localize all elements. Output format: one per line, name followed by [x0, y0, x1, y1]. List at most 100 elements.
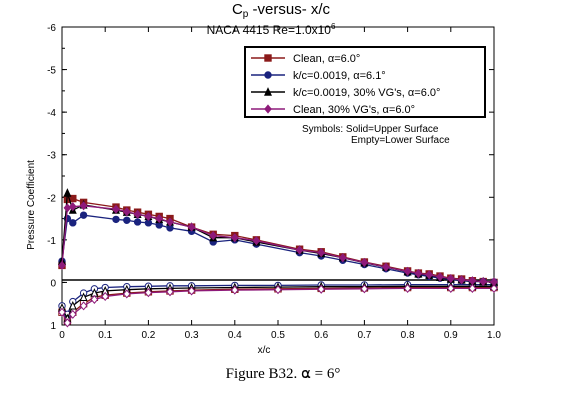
data-point-upper [403, 266, 412, 276]
x-axis-label: x/c [258, 345, 271, 356]
series-line-upper [61, 205, 495, 283]
x-tick-label: 0.5 [271, 330, 285, 341]
data-point-upper [230, 233, 239, 243]
x-tick-label: 0.6 [314, 330, 328, 341]
data-point-lower [79, 301, 88, 311]
chart-title-main: C [232, 1, 243, 18]
figure-caption: Figure B32. ⍺ = 6° [225, 366, 341, 382]
cp-chart: Cp -versus- x/c NACA 4415 Re=1.0x106 0 0.… [26, 1, 501, 356]
y-tick-label: 0 [50, 278, 56, 289]
data-point-upper [63, 203, 72, 213]
data-point-upper [123, 216, 131, 224]
legend-box [244, 46, 486, 118]
data-point-upper [360, 257, 369, 267]
data-point-lower [63, 318, 72, 328]
y-tick-label: -2 [47, 193, 56, 204]
data-point-upper [425, 270, 434, 280]
legend-label: k/c=0.0019, 30% VG's, α=6.0° [293, 87, 440, 99]
symbols-note-line1: Symbols: Solid=Upper Surface [302, 124, 439, 135]
series-3 [58, 201, 498, 328]
y-tick-label: -3 [47, 151, 56, 162]
data-point-upper [209, 231, 218, 241]
data-point-upper [252, 236, 261, 246]
legend-marker [264, 104, 272, 114]
y-tick-label: -5 [47, 66, 56, 77]
data-point-lower [90, 294, 99, 305]
data-point-lower [403, 283, 412, 293]
data-point-upper [338, 253, 347, 263]
data-point-upper [133, 218, 142, 226]
data-point-upper [155, 213, 164, 224]
data-point-upper [468, 276, 477, 286]
x-tick-label: 0.2 [141, 330, 155, 341]
x-tick-label: 0 [59, 330, 65, 341]
data-point-lower [317, 284, 326, 294]
series-layer [58, 188, 498, 328]
data-point-upper [446, 274, 455, 284]
x-tick-label: 0.3 [185, 330, 199, 341]
legend-label: Clean, 30% VG's, α=6.0° [293, 104, 415, 116]
data-point-upper [382, 262, 390, 272]
data-point-upper [69, 219, 77, 227]
data-point-lower [144, 288, 153, 298]
chart-subtitle-text: NACA 4415 Re=1.0x10 [207, 23, 332, 37]
legend-label: k/c=0.0019, α=6.1° [293, 70, 386, 82]
x-tick-label: 0.4 [228, 330, 242, 341]
data-point-lower [68, 309, 77, 319]
data-point-lower [58, 307, 66, 317]
data-point-upper [112, 204, 120, 214]
data-point-upper [414, 268, 423, 279]
legend: Clean, α=6.0° k/c=0.0019, α=6.1° k/c=0.001… [244, 46, 486, 118]
data-point-upper [144, 211, 153, 222]
data-point-lower [490, 283, 498, 293]
data-point-lower [122, 289, 131, 299]
data-point-upper [490, 277, 498, 287]
data-point-lower [446, 283, 455, 293]
data-point-lower [274, 285, 282, 295]
data-point-lower [230, 285, 239, 295]
legend-marker [264, 71, 272, 79]
data-point-upper [68, 202, 77, 212]
x-tick-label: 0.8 [401, 330, 415, 341]
data-point-upper [79, 201, 88, 211]
data-point-upper [166, 217, 174, 227]
legend-label: Clean, α=6.0° [293, 53, 360, 65]
x-tick-label: 0.9 [444, 330, 458, 341]
data-point-upper [187, 222, 196, 232]
data-point-upper [295, 245, 304, 255]
data-point-upper [79, 211, 88, 219]
chart-title-sub: p [243, 9, 249, 20]
series-line-upper [61, 192, 495, 283]
y-tick-label: 1 [50, 321, 56, 332]
data-point-lower [166, 287, 174, 297]
legend-marker [264, 54, 272, 62]
legend-marker [264, 87, 272, 96]
chart-subtitle: NACA 4415 Re=1.0x106 [207, 22, 336, 37]
data-point-upper [479, 277, 488, 287]
axis-ticks: 0 0.1 0.2 0.3 0.4 0.5 0.6 0.7 0.8 0.9 1.0 -6 -5 -4 -3 -… [47, 23, 501, 341]
data-point-lower [468, 283, 477, 293]
symbols-note-line2: Empty=Lower Surface [351, 135, 450, 146]
data-point-upper [112, 215, 120, 224]
y-axis-label: Pressure Coefficient [26, 160, 37, 250]
chart-title-rest: -versus- x/c [248, 1, 330, 18]
data-point-upper [436, 272, 444, 282]
data-point-upper [133, 209, 142, 219]
y-tick-label: -1 [47, 236, 56, 247]
data-point-lower [101, 291, 110, 302]
x-tick-label: 1.0 [487, 330, 501, 341]
legend-items: Clean, α=6.0° k/c=0.0019, α=6.1° k/c=0.001… [251, 53, 440, 116]
x-tick-label: 0.1 [98, 330, 112, 341]
y-tick-label: -4 [47, 108, 56, 119]
data-point-lower [360, 284, 369, 294]
data-point-lower [79, 292, 88, 302]
data-point-lower [187, 286, 196, 296]
data-point-upper [317, 248, 326, 258]
data-point-lower [68, 300, 77, 310]
series-1 [58, 211, 498, 319]
data-point-upper [58, 260, 66, 270]
chart-title: Cp -versus- x/c [232, 1, 331, 20]
y-tick-label: -6 [47, 23, 56, 34]
data-point-upper [63, 188, 72, 197]
x-tick-label: 0.7 [357, 330, 371, 341]
